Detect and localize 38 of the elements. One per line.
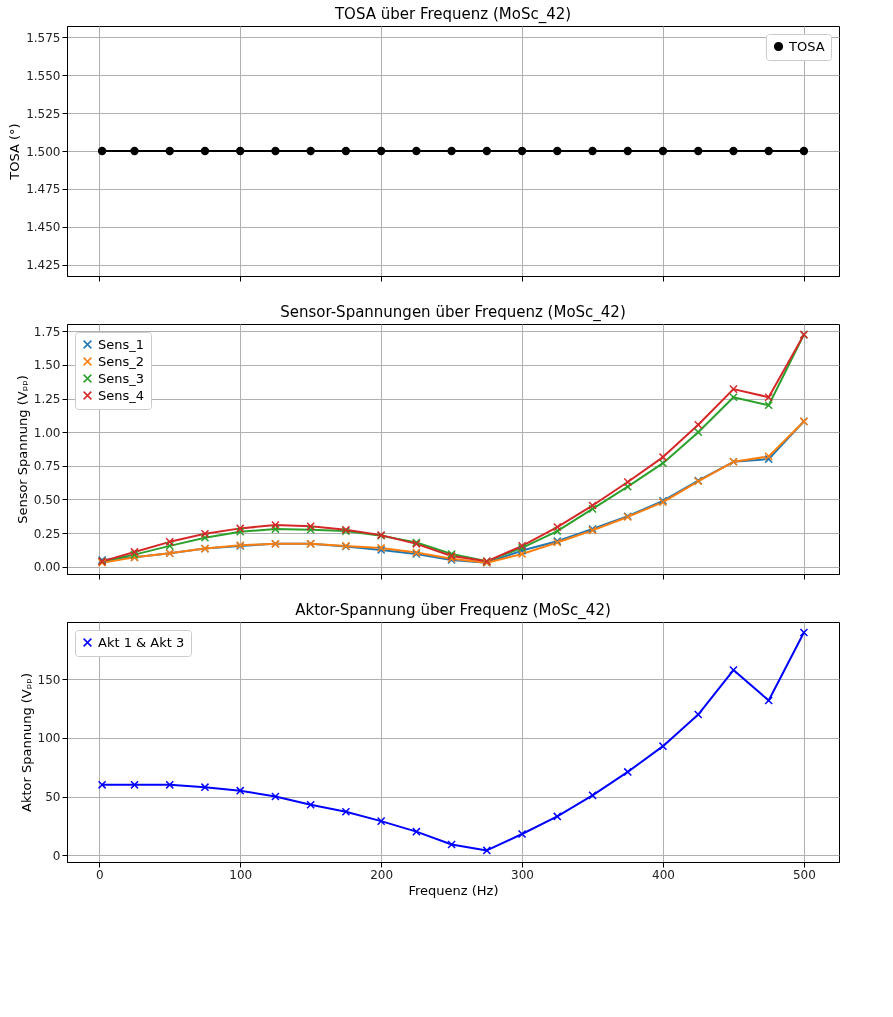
x-tick-label: 500 <box>792 867 816 882</box>
y-tick-label: 0.25 <box>33 526 61 541</box>
y-tick-label: 1.75 <box>33 324 61 339</box>
x-tick-label: 200 <box>370 867 394 882</box>
y-tick-label: 1.475 <box>26 182 61 197</box>
legend-label: Sens_2 <box>98 353 145 369</box>
legend-label: TOSA <box>788 38 825 54</box>
legend-label: Sens_3 <box>98 370 145 386</box>
y-tick-label: 0 <box>52 848 61 863</box>
chart-title: Sensor-Spannungen über Frequenz (MoSc_42) <box>280 303 626 322</box>
x-tick-label: 300 <box>511 867 535 882</box>
x-axis-title: Frequenz (Hz) <box>408 882 499 898</box>
x-tick-label: 400 <box>652 867 675 882</box>
chart-title: Aktor-Spannung über Frequenz (MoSc_42) <box>295 601 611 620</box>
y-tick-label: 1.575 <box>26 30 61 45</box>
y-axis-title: Aktor Spannung (Vₚₚ) <box>18 673 34 812</box>
y-tick-label: 1.25 <box>33 392 61 407</box>
legend-label: Akt 1 & Akt 3 <box>98 634 185 650</box>
y-tick-label: 1.425 <box>26 258 61 273</box>
y-tick-label: 100 <box>37 731 61 746</box>
y-tick-label: 1.450 <box>26 220 61 235</box>
x-tick-label: 100 <box>229 867 253 882</box>
y-tick-label: 0.00 <box>33 560 61 575</box>
x-tick-label: 0 <box>95 867 104 882</box>
chart-title: TOSA über Frequenz (MoSc_42) <box>333 5 572 24</box>
y-tick-label: 1.50 <box>33 358 61 373</box>
y-tick-label: 0.50 <box>33 492 61 507</box>
y-axis-title: Sensor Spannung (Vₚₚ) <box>14 375 30 524</box>
y-tick-label: 50 <box>45 790 61 805</box>
y-tick-label: 1.500 <box>26 144 61 159</box>
y-tick-label: 1.00 <box>33 425 61 440</box>
legend-label: Sens_4 <box>98 387 145 403</box>
legend-label: Sens_1 <box>98 336 145 352</box>
y-axis-title: TOSA (°) <box>7 123 23 181</box>
y-tick-label: 1.550 <box>26 68 61 83</box>
y-tick-label: 150 <box>37 672 61 687</box>
y-tick-label: 1.525 <box>26 106 61 121</box>
y-tick-label: 0.75 <box>33 459 61 474</box>
